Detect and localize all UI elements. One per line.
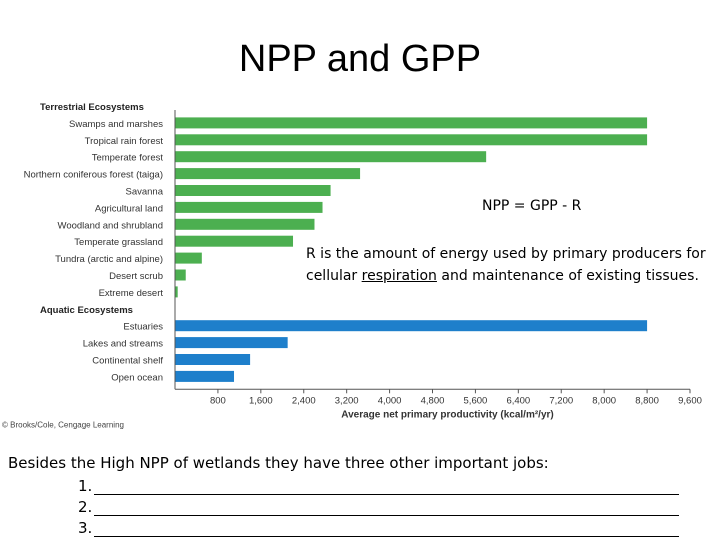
category-label: Extreme desert <box>99 288 164 299</box>
x-axis-title: Average net primary productivity (kcal/m… <box>341 409 553 420</box>
category-label: Savanna <box>125 187 163 198</box>
category-label: Open ocean <box>111 372 163 383</box>
bar <box>175 235 294 247</box>
note-text-start: R is the amount of energy used by primar… <box>306 246 706 284</box>
x-tick-label: 9,600 <box>678 395 702 406</box>
bar <box>175 252 202 264</box>
image-credit: © Brooks/Cole, Cengage Learning <box>2 420 124 429</box>
bar <box>175 117 648 129</box>
answer-blank[interactable] <box>94 522 680 537</box>
bar <box>175 185 331 196</box>
bar <box>175 151 487 163</box>
jobs-intro: Besides the High NPP of wetlands they ha… <box>8 454 549 472</box>
blank-number: 1. <box>78 477 93 495</box>
x-tick-label: 6,400 <box>506 395 530 406</box>
bar <box>175 320 648 332</box>
x-tick-label: 800 <box>210 395 226 406</box>
category-label: Tundra (arctic and alpine) <box>55 254 163 265</box>
x-tick-label: 1,600 <box>249 395 273 406</box>
blank-line-2: 2. <box>78 495 712 516</box>
blank-line-1: 1. <box>78 474 712 495</box>
bar <box>175 269 186 281</box>
x-tick-label: 2,400 <box>292 395 316 406</box>
blank-number: 3. <box>78 519 93 537</box>
bar <box>175 201 323 213</box>
bar <box>175 218 315 230</box>
bar <box>175 134 648 146</box>
bar <box>175 337 288 349</box>
group-heading: Terrestrial Ecosystems <box>40 102 144 113</box>
category-label: Temperate forest <box>92 153 164 164</box>
category-label: Lakes and streams <box>83 339 164 350</box>
note-underlined-word: respiration <box>361 268 437 284</box>
bar <box>175 370 235 382</box>
blank-line-3: 3. <box>78 516 712 537</box>
category-label: Tropical rain forest <box>85 136 164 147</box>
jobs-section: Besides the High NPP of wetlands they ha… <box>8 452 712 537</box>
answer-blank[interactable] <box>94 480 680 495</box>
npp-formula: NPP = GPP - R <box>482 198 582 214</box>
category-label: Woodland and shrubland <box>58 220 163 231</box>
answer-blank[interactable] <box>94 501 680 516</box>
slide-title: NPP and GPP <box>238 38 482 80</box>
category-label: Swamps and marshes <box>69 119 163 130</box>
npp-bar-chart: Terrestrial Ecosystems Swamps and marshes… <box>2 102 702 429</box>
x-tick-label: 3,200 <box>335 395 359 406</box>
category-label: Agricultural land <box>95 203 163 214</box>
x-tick-label: 4,000 <box>378 395 402 406</box>
category-label: Temperate grassland <box>74 237 163 248</box>
bar <box>175 286 178 298</box>
x-tick-label: 4,800 <box>421 395 445 406</box>
blank-number: 2. <box>78 498 93 516</box>
group-heading: Aquatic Ecosystems <box>40 305 133 316</box>
x-tick-label: 7,200 <box>549 395 573 406</box>
category-label: Estuaries <box>123 322 163 333</box>
respiration-note: R is the amount of energy used by primar… <box>306 243 706 287</box>
x-tick-label: 5,600 <box>464 395 488 406</box>
bar <box>175 168 361 180</box>
category-label: Desert scrub <box>109 271 163 282</box>
x-tick-label: 8,800 <box>635 395 659 406</box>
note-text-end: and maintenance of existing tissues. <box>436 268 699 284</box>
x-tick-label: 8,000 <box>592 395 616 406</box>
bar <box>175 354 251 365</box>
category-label: Continental shelf <box>92 356 163 367</box>
category-label: Northern coniferous forest (taiga) <box>24 170 163 181</box>
